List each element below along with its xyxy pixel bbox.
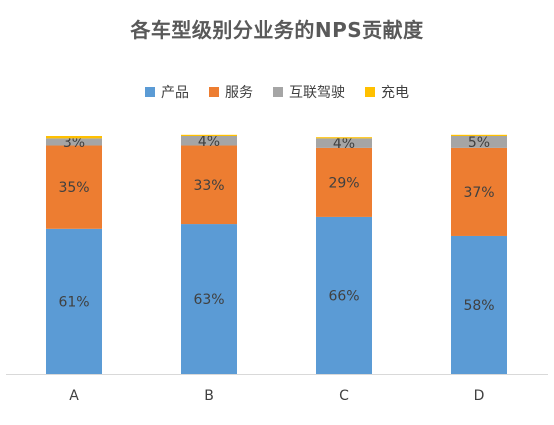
bar-segment-B-1[interactable]: [181, 145, 237, 225]
legend-item-connected-driving[interactable]: 互联驾驶: [273, 82, 345, 102]
legend-item-product[interactable]: 产品: [145, 82, 189, 102]
bar-segment-B-2[interactable]: [181, 136, 237, 146]
x-tick-label-D: D: [474, 388, 485, 404]
legend-swatch-product: [145, 87, 155, 97]
x-tick-label-A: A: [69, 388, 79, 404]
bar-segment-A-2[interactable]: [46, 138, 102, 146]
legend-label-product: 产品: [161, 85, 189, 101]
legend-item-charging[interactable]: 充电: [365, 82, 409, 102]
data-label-C-0: 66%: [328, 288, 359, 304]
legend-label-connected-driving: 互联驾驶: [289, 85, 345, 101]
data-label-D-0: 58%: [463, 298, 494, 314]
data-label-B-1: 33%: [193, 178, 224, 194]
bar-segment-C-3[interactable]: [316, 137, 372, 139]
data-label-C-2: 4%: [333, 136, 355, 152]
data-label-C-1: 29%: [328, 175, 359, 191]
x-tick-label-B: B: [204, 388, 214, 404]
bar-segment-C-1[interactable]: [316, 147, 372, 217]
data-label-B-0: 63%: [193, 292, 224, 308]
legend: 产品 服务 互联驾驶 充电: [0, 82, 554, 102]
chart-title: 各车型级别分业务的NPS贡献度: [130, 18, 424, 42]
bar-segment-A-3[interactable]: [46, 136, 102, 139]
bar-segment-C-0[interactable]: [316, 216, 372, 374]
bar-segment-D-1[interactable]: [451, 147, 507, 236]
data-label-D-1: 37%: [463, 185, 494, 201]
legend-swatch-charging: [365, 87, 375, 97]
bar-segment-B-3[interactable]: [181, 134, 237, 136]
data-label-A-1: 35%: [58, 180, 89, 196]
data-label-A-0: 61%: [58, 294, 89, 310]
legend-swatch-service: [209, 87, 219, 97]
bar-segment-A-0[interactable]: [46, 228, 102, 374]
data-label-D-2: 5%: [468, 135, 490, 151]
bar-segment-D-0[interactable]: [451, 235, 507, 374]
data-label-A-2: 3%: [63, 135, 85, 151]
bar-segment-D-2[interactable]: [451, 136, 507, 148]
x-tick-label-C: C: [339, 388, 349, 404]
legend-label-charging: 充电: [381, 85, 409, 101]
bar-segment-A-1[interactable]: [46, 145, 102, 229]
bar-segment-D-3[interactable]: [451, 134, 507, 136]
legend-swatch-connected-driving: [273, 87, 283, 97]
bar-segment-C-2[interactable]: [316, 138, 372, 148]
bar-segment-B-0[interactable]: [181, 224, 237, 374]
legend-item-service[interactable]: 服务: [209, 82, 253, 102]
data-label-B-2: 4%: [198, 134, 220, 150]
legend-label-service: 服务: [225, 85, 253, 101]
